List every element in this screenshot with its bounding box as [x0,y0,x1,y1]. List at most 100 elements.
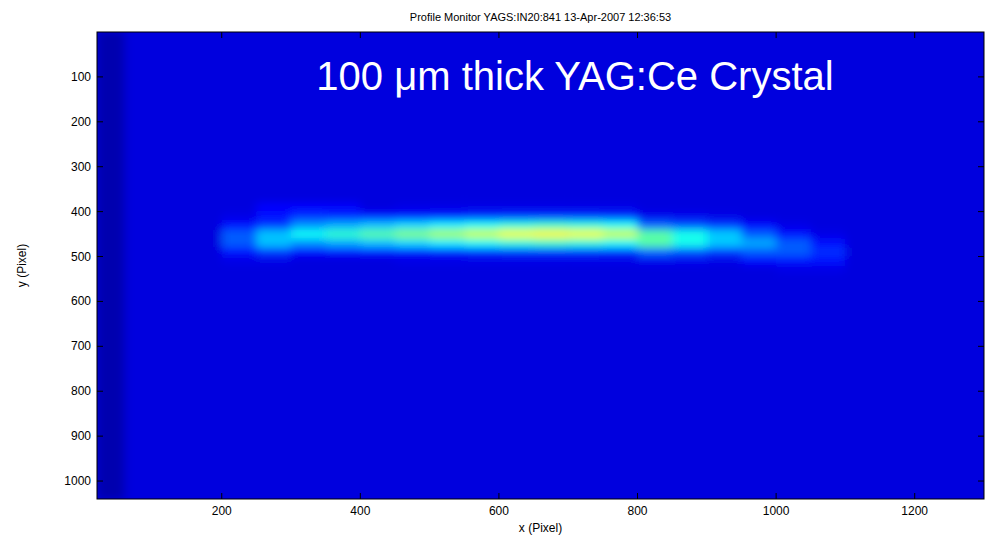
heatmap-cell [222,194,257,204]
x-tick-label: 1200 [901,504,928,518]
y-tick [97,436,103,437]
y-tick [978,211,984,212]
heatmap-cell [741,203,776,213]
heatmap-cell [326,212,361,222]
heatmap-cell [845,248,984,258]
heatmap-cell [125,230,223,240]
heatmap-cell [291,194,326,204]
heatmap-cell [707,257,742,267]
heatmap-cell [222,274,257,499]
heatmap-cell [97,266,125,276]
x-tick [360,32,361,38]
heatmap-cell [256,230,291,240]
y-tick [97,166,103,167]
heatmap-cell [291,274,326,499]
heatmap-cell [360,203,395,213]
heatmap-cell [430,266,465,276]
heatmap-cell [360,248,395,258]
heatmap-cell [222,230,257,240]
y-tick-label: 900 [71,429,91,443]
heatmap-cell [125,212,223,222]
heatmap-cell [499,194,534,204]
heatmap-cell [256,194,291,204]
heatmap-cell [256,266,291,276]
heatmap-cell [326,221,361,231]
heatmap-cell [534,274,569,499]
heatmap-cell [360,212,395,222]
heatmap-cell [776,203,811,213]
heatmap-cell [291,230,326,240]
heatmap-cell [534,221,569,231]
heatmap-cell [97,239,125,249]
x-tick [637,493,638,499]
heatmap-cell [603,257,638,267]
x-tick [221,493,222,499]
heatmap-cell [707,230,742,240]
heatmap-cell [256,212,291,222]
heatmap-cell [499,266,534,276]
heatmap-cell [464,257,499,267]
heatmap-cell [256,221,291,231]
heatmap-cell [776,212,811,222]
heatmap-cell [222,248,257,258]
heatmap-cell [222,221,257,231]
heatmap-cell [395,221,430,231]
heatmap-cell [845,32,984,194]
heatmap-cell [707,274,742,499]
heatmap-cell [638,257,673,267]
heatmap-cell [97,221,125,231]
heatmap-cell [326,239,361,249]
heatmap-cell [125,32,223,194]
y-tick [978,391,984,392]
heatmap-cell [638,194,673,204]
heatmap-cell [638,239,673,249]
y-tick [97,256,103,257]
heatmap-cell [256,274,291,499]
y-axis-title: y (Pixel) [15,244,29,287]
heatmap-cell [534,212,569,222]
heatmap-cell [395,194,430,204]
heatmap-cell [97,230,125,240]
heatmap-cell [360,266,395,276]
y-tick [97,211,103,212]
heatmap-cell [603,221,638,231]
heatmap-cell [395,212,430,222]
heatmap-cell [360,239,395,249]
heatmap-cell [499,212,534,222]
heatmap-cell [430,221,465,231]
heatmap-cell [707,248,742,258]
heatmap-cell [603,212,638,222]
heatmap-cell [672,212,707,222]
heatmap-cell [776,194,811,204]
x-tick [221,32,222,38]
heatmap-cell [464,194,499,204]
x-tick-label: 400 [350,504,370,518]
heatmap-cell [811,221,846,231]
heatmap-cell [430,212,465,222]
heatmap-cell [741,212,776,222]
heatmap-cell [707,239,742,249]
chart-title: Profile Monitor YAGS:IN20:841 13-Apr-200… [410,11,671,23]
heatmap-cell [603,248,638,258]
heatmap-cell [672,221,707,231]
x-tick-label: 600 [489,504,509,518]
heatmap-cell [499,230,534,240]
x-tick [637,32,638,38]
heatmap-cell [534,203,569,213]
heatmap-cell [222,203,257,213]
heatmap-cell [568,212,603,222]
heatmap-cell [811,239,846,249]
heatmap-cell [291,266,326,276]
y-tick [97,76,103,77]
heatmap-cell [499,221,534,231]
heatmap-cell [845,212,984,222]
heatmap-cell [430,194,465,204]
heatmap-cell [534,248,569,258]
heatmap-cell [603,239,638,249]
heatmap-cell [638,203,673,213]
heatmap-cell [603,274,638,499]
x-tick [776,493,777,499]
heatmap-cell [464,266,499,276]
heatmap-cell [125,239,223,249]
heatmap-cell [568,221,603,231]
